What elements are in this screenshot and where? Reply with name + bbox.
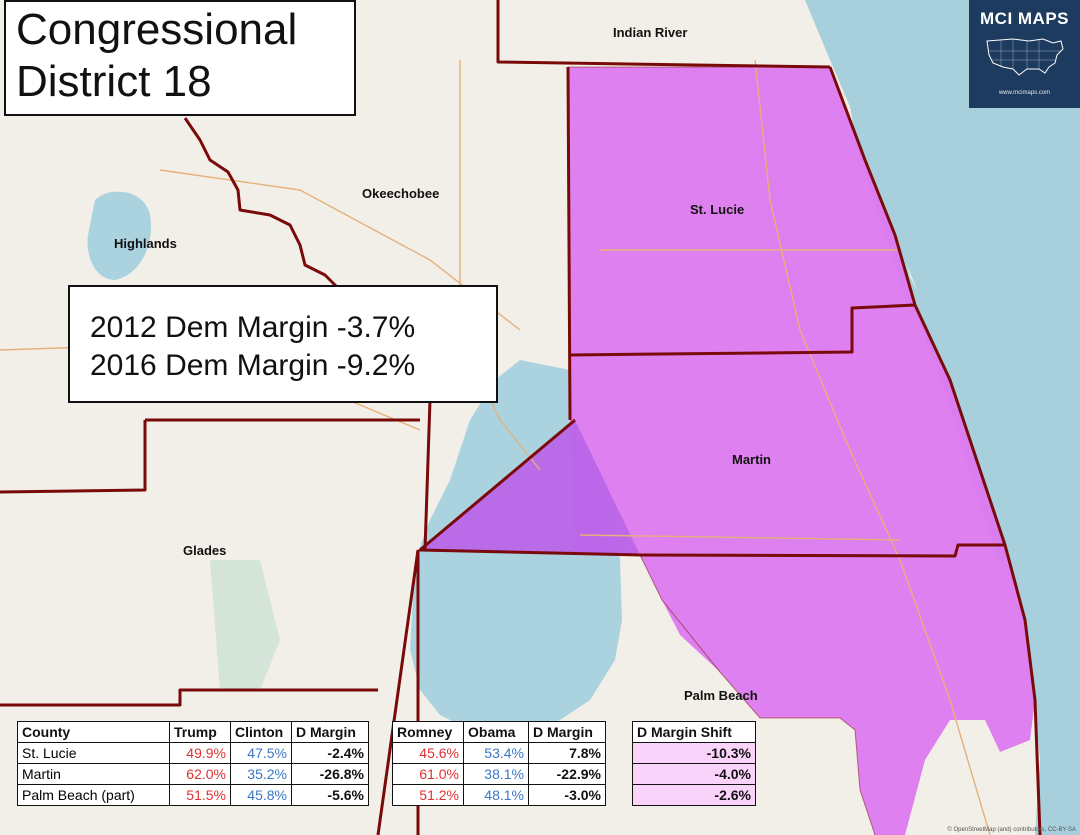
header-d-margin: D Margin xyxy=(291,721,369,743)
header-obama: Obama xyxy=(463,721,529,743)
county-borders xyxy=(0,0,1042,835)
obama-value: 38.1% xyxy=(463,763,529,785)
d-margin-value: -5.6% xyxy=(291,784,369,806)
romney-value: 45.6% xyxy=(392,742,464,764)
margin-2016: 2016 Dem Margin -9.2% xyxy=(90,349,416,382)
romney-value: 51.2% xyxy=(392,784,464,806)
county-label-martin: Martin xyxy=(732,452,771,467)
d-margin-value: -26.8% xyxy=(291,763,369,785)
martin-west-area xyxy=(420,420,640,555)
trump-value: 62.0% xyxy=(169,763,231,785)
header-trump: Trump xyxy=(169,721,231,743)
title-line-1: Congressional xyxy=(16,5,298,54)
county-label-glades: Glades xyxy=(183,543,227,558)
clinton-value: 45.8% xyxy=(230,784,292,806)
county-label-st-lucie: St. Lucie xyxy=(690,202,745,217)
table-row: -4.0% xyxy=(632,763,756,785)
table-row: -2.6% xyxy=(632,784,756,806)
table-row: 51.2% 48.1% -3.0% xyxy=(392,784,606,806)
d-margin-value: 7.8% xyxy=(528,742,606,764)
table-row: Palm Beach (part) 51.5% 45.8% -5.6% xyxy=(17,784,369,806)
table-row: St. Lucie 49.9% 47.5% -2.4% xyxy=(17,742,369,764)
district-outline xyxy=(568,66,876,835)
dem-margin-box: 2012 Dem Margin -3.7% 2016 Dem Margin -9… xyxy=(68,285,498,403)
d-margin-value: -2.4% xyxy=(291,742,369,764)
county-label-palm-beach: Palm Beach xyxy=(684,688,758,703)
header-county: County xyxy=(17,721,170,743)
clinton-value: 35.2% xyxy=(230,763,292,785)
shift-value: -10.3% xyxy=(632,742,756,764)
map-attribution: © OpenStreetMap (and) contributors, CC-B… xyxy=(947,827,1076,833)
district-18-area xyxy=(568,67,1035,835)
mci-maps-logo: MCI MAPS www.mcimaps.com xyxy=(969,0,1080,108)
table-row: 45.6% 53.4% 7.8% xyxy=(392,742,606,764)
shift-value: -2.6% xyxy=(632,784,756,806)
shift-value: -4.0% xyxy=(632,763,756,785)
county-name: Martin xyxy=(17,763,170,785)
margin-shift-table: D Margin Shift -10.3% -4.0% -2.6% xyxy=(632,721,756,806)
d-margin-value: -3.0% xyxy=(528,784,606,806)
header-d-margin: D Margin xyxy=(528,721,606,743)
table-row: -10.3% xyxy=(632,742,756,764)
trump-value: 51.5% xyxy=(169,784,231,806)
wetland-area xyxy=(210,560,280,690)
table-row: Martin 62.0% 35.2% -26.8% xyxy=(17,763,369,785)
trump-value: 49.9% xyxy=(169,742,231,764)
results-2012-table: Romney Obama D Margin 45.6% 53.4% 7.8% 6… xyxy=(392,721,606,806)
atlantic-ocean xyxy=(805,0,1080,835)
logo-url: www.mcimaps.com xyxy=(998,90,1051,96)
county-name: Palm Beach (part) xyxy=(17,784,170,806)
obama-value: 48.1% xyxy=(463,784,529,806)
header-d-margin-shift: D Margin Shift xyxy=(632,721,756,743)
lake-istokpoga xyxy=(87,191,151,280)
obama-value: 53.4% xyxy=(463,742,529,764)
results-2016-table: County Trump Clinton D Margin St. Lucie … xyxy=(17,721,369,806)
clinton-value: 47.5% xyxy=(230,742,292,764)
header-clinton: Clinton xyxy=(230,721,292,743)
logo-brand: MCI MAPS xyxy=(980,9,1069,28)
county-label-okeechobee: Okeechobee xyxy=(362,186,440,201)
usa-map-icon xyxy=(985,38,1064,76)
county-label-indian-river: Indian River xyxy=(613,25,688,40)
county-label-highlands: Highlands xyxy=(114,236,177,251)
county-name: St. Lucie xyxy=(17,742,170,764)
table-row: 61.0% 38.1% -22.9% xyxy=(392,763,606,785)
map-title: Congressional District 18 xyxy=(4,0,356,116)
margin-2012: 2012 Dem Margin -3.7% xyxy=(90,311,416,344)
romney-value: 61.0% xyxy=(392,763,464,785)
title-line-2: District 18 xyxy=(16,57,212,106)
header-romney: Romney xyxy=(392,721,464,743)
d-margin-value: -22.9% xyxy=(528,763,606,785)
